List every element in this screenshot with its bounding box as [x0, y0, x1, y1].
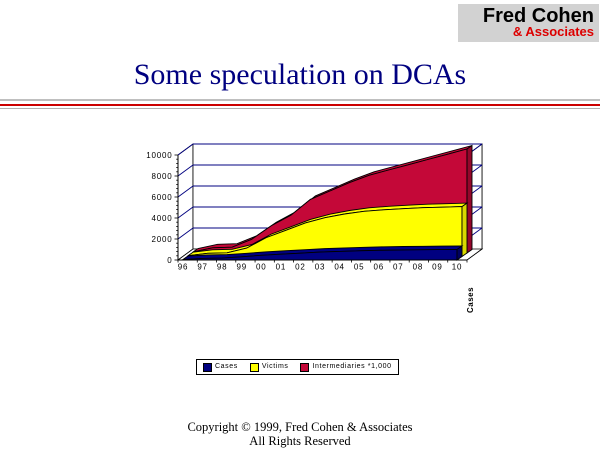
legend-label: Cases	[215, 363, 238, 370]
x-tick-label: 07	[393, 263, 404, 272]
y-tick-label: 6000	[152, 193, 173, 202]
gridline-left	[177, 227, 194, 240]
area-endcap-intermediaries-1-000	[466, 144, 473, 254]
x-tick-label: 06	[373, 263, 384, 272]
slide-title: Some speculation on DCAs	[133, 58, 467, 91]
gridline-left	[177, 164, 194, 177]
x-tick-label: 05	[354, 263, 365, 272]
y-tick-label: 8000	[152, 172, 173, 181]
copyright: Copyright © 1999, Fred Cohen & Associate…	[0, 420, 600, 448]
legend-label: Intermediaries *1,000	[312, 363, 392, 370]
area-face-cases	[182, 249, 458, 261]
copyright-line2: All Rights Reserved	[249, 434, 351, 448]
chart-canvas: 0 2000 4000 6000 8000 10000 96 97 98 99 00 01 02 03 04…	[146, 143, 484, 313]
x-tick-label: 04	[334, 263, 345, 272]
logo-company-name: Fred Cohen	[482, 5, 594, 27]
x-tick-label: 03	[315, 263, 326, 272]
x-tick-label: 00	[256, 263, 267, 272]
logo: Fred Cohen & Associates	[458, 4, 599, 42]
divider-line-red	[0, 104, 600, 106]
legend-item: Victims	[249, 362, 289, 372]
legend-item: Intermediaries *1,000	[300, 362, 392, 372]
x-tick-label: 01	[276, 263, 287, 272]
depth-axis-label: Cases	[466, 287, 475, 313]
divider-line-bottom	[0, 108, 600, 109]
x-tick-label: 98	[217, 263, 228, 272]
y-tick-label: 4000	[152, 214, 173, 223]
legend-swatch	[249, 362, 259, 372]
legend-label: Victims	[261, 363, 289, 370]
legend-swatch	[203, 362, 212, 372]
x-tick-label: 02	[295, 263, 306, 272]
chart-3d-area: 0 2000 4000 6000 8000 10000 96 97 98 99 00 01 02 03 04…	[130, 140, 490, 325]
y-tick-label: 2000	[152, 235, 173, 244]
chart-legend: Cases Victims Intermediaries *1,000	[196, 359, 399, 375]
x-tick-label: 97	[197, 263, 208, 272]
gridline-left	[177, 185, 194, 198]
legend-swatch	[300, 362, 310, 372]
y-tick-label: 10000	[146, 151, 172, 160]
legend-item: Cases	[203, 362, 238, 372]
x-tick-label: 08	[413, 263, 424, 272]
y-tick-label: 0	[167, 256, 172, 265]
x-tick-label: 09	[432, 263, 443, 272]
copyright-line1: Copyright © 1999, Fred Cohen & Associate…	[187, 420, 413, 434]
area-endcap-cases	[456, 245, 463, 261]
x-tick-label: 10	[452, 263, 463, 272]
area-face-victims	[187, 206, 463, 257]
chart-left-wall	[177, 143, 194, 261]
gridline-left	[177, 143, 194, 156]
area-endcap-victims	[461, 202, 468, 258]
divider-line-top	[0, 99, 600, 101]
x-tick-label: 99	[236, 263, 247, 272]
logo-associates-label: & Associates	[512, 24, 594, 39]
x-tick-label: 96	[178, 263, 189, 272]
gridline-left	[177, 206, 194, 219]
